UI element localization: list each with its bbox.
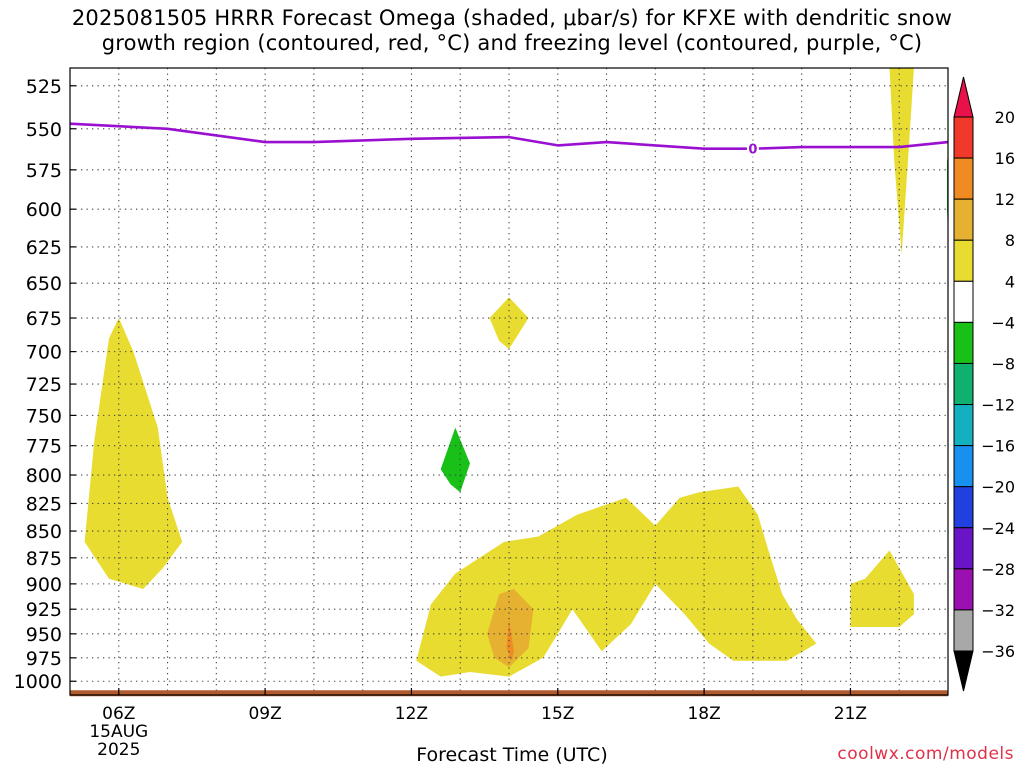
colorbar-swatch-12 bbox=[953, 568, 974, 611]
y-tick-label-600: 600 bbox=[26, 199, 62, 221]
y-tick-label-925: 925 bbox=[26, 599, 62, 621]
x-tick-label-12: 12Z bbox=[395, 704, 428, 724]
chart-title: 2025081505 HRRR Forecast Omega (shaded, … bbox=[0, 6, 1024, 56]
y-tick-label-750: 750 bbox=[26, 405, 62, 427]
colorbar-swatch-11 bbox=[953, 527, 974, 570]
y-tick-label-825: 825 bbox=[26, 493, 62, 515]
colorbar-label-2: 12 bbox=[995, 190, 1015, 209]
colorbar-swatch-5 bbox=[953, 280, 974, 323]
y-tick-label-800: 800 bbox=[26, 465, 62, 487]
y-tick-label-725: 725 bbox=[26, 374, 62, 396]
x-tick-label-6: 06Z bbox=[102, 704, 135, 724]
colorbar-swatch-3 bbox=[953, 198, 974, 241]
omega-region-weak-ascent-06z bbox=[84, 318, 183, 589]
omega-region-strong-ascent-14z bbox=[506, 619, 514, 661]
colorbar-swatch-13 bbox=[953, 609, 974, 652]
colorbar-bottom-arrow bbox=[953, 650, 974, 692]
colorbar-top-arrow bbox=[953, 76, 974, 118]
y-tick-label-1000: 1000 bbox=[14, 671, 62, 693]
omega-region-weak-ascent-14z bbox=[489, 297, 529, 349]
omega-region-weak-ascent-22z-upper bbox=[889, 68, 914, 255]
colorbar-swatch-8 bbox=[953, 404, 974, 447]
surface-bar bbox=[70, 690, 948, 697]
freezing-level-line bbox=[69, 122, 949, 150]
colorbar-label-10: −24 bbox=[981, 519, 1015, 538]
y-tick-label-650: 650 bbox=[26, 273, 62, 295]
colorbar-swatch-4 bbox=[953, 239, 974, 282]
freezing-label-bg bbox=[746, 140, 759, 157]
surface-line bbox=[70, 690, 948, 697]
colorbar-swatch-2 bbox=[953, 157, 974, 200]
y-tick-label-700: 700 bbox=[26, 342, 62, 364]
colorbar-label-5: −4 bbox=[991, 313, 1015, 332]
y-tick-label-675: 675 bbox=[26, 308, 62, 330]
omega-regions bbox=[84, 68, 948, 677]
y-tick-label-775: 775 bbox=[26, 436, 62, 458]
y-axis: 525 550 575 600 625 650 675 700 725 750 775 800 825 8… bbox=[14, 76, 76, 693]
colorbar-label-1: 16 bbox=[995, 149, 1015, 168]
colorbar-label-12: −32 bbox=[981, 601, 1015, 620]
omega-region-weak-ascent-21z bbox=[850, 550, 914, 627]
omega-region-descent-13z bbox=[440, 427, 470, 493]
colorbar-label-9: −20 bbox=[981, 478, 1015, 497]
colorbar-swatch-1 bbox=[953, 116, 974, 159]
y-tick-label-625: 625 bbox=[26, 237, 62, 259]
y-tick-label-900: 900 bbox=[26, 574, 62, 596]
y-tick-label-550: 550 bbox=[26, 119, 62, 141]
y-tick-label-575: 575 bbox=[26, 160, 62, 182]
y-tick-label-950: 950 bbox=[26, 624, 62, 646]
y-tick-label-850: 850 bbox=[26, 521, 62, 543]
colorbar-swatch-10 bbox=[953, 486, 974, 529]
x-date-line-1: 15AUG bbox=[89, 722, 148, 742]
colorbar: 20 16 12 8 4 −4 −8 −12 −16 −20 −24 −28 −32 −36 bbox=[953, 76, 1015, 692]
freezing-level-contour: 0 bbox=[69, 122, 949, 158]
colorbar-label-4: 4 bbox=[1005, 272, 1015, 291]
colorbar-label-6: −8 bbox=[991, 354, 1015, 373]
colorbar-label-0: 20 bbox=[995, 108, 1015, 127]
plot-frame bbox=[69, 67, 949, 696]
title-line-2: growth region (contoured, red, °C) and f… bbox=[101, 31, 923, 55]
colorbar-label-13: −36 bbox=[981, 642, 1015, 661]
colorbar-label-7: −12 bbox=[981, 396, 1015, 415]
colorbar-label-3: 8 bbox=[1005, 231, 1015, 250]
x-tick-label-15: 15Z bbox=[541, 704, 574, 724]
y-tick-label-975: 975 bbox=[26, 648, 62, 670]
x-date-line-2: 2025 bbox=[97, 740, 140, 760]
x-tick-label-9: 09Z bbox=[248, 704, 281, 724]
credit-text: coolwx.com/models bbox=[837, 744, 1014, 764]
colorbar-swatch-7 bbox=[953, 362, 974, 406]
y-tick-label-875: 875 bbox=[26, 548, 62, 570]
colorbar-swatch-6 bbox=[953, 321, 974, 364]
colorbar-label-8: −16 bbox=[981, 437, 1015, 456]
colorbar-swatch-9 bbox=[953, 445, 974, 488]
grid-lines bbox=[70, 68, 948, 695]
x-axis-label: Forecast Time (UTC) bbox=[416, 744, 608, 766]
freezing-level-label: 0 bbox=[748, 143, 757, 158]
x-tick-label-21: 21Z bbox=[834, 704, 867, 724]
y-tick-label-525: 525 bbox=[26, 76, 62, 98]
x-tick-label-18: 18Z bbox=[687, 704, 720, 724]
title-line-1: 2025081505 HRRR Forecast Omega (shaded, … bbox=[71, 6, 953, 30]
colorbar-label-11: −28 bbox=[981, 560, 1015, 579]
